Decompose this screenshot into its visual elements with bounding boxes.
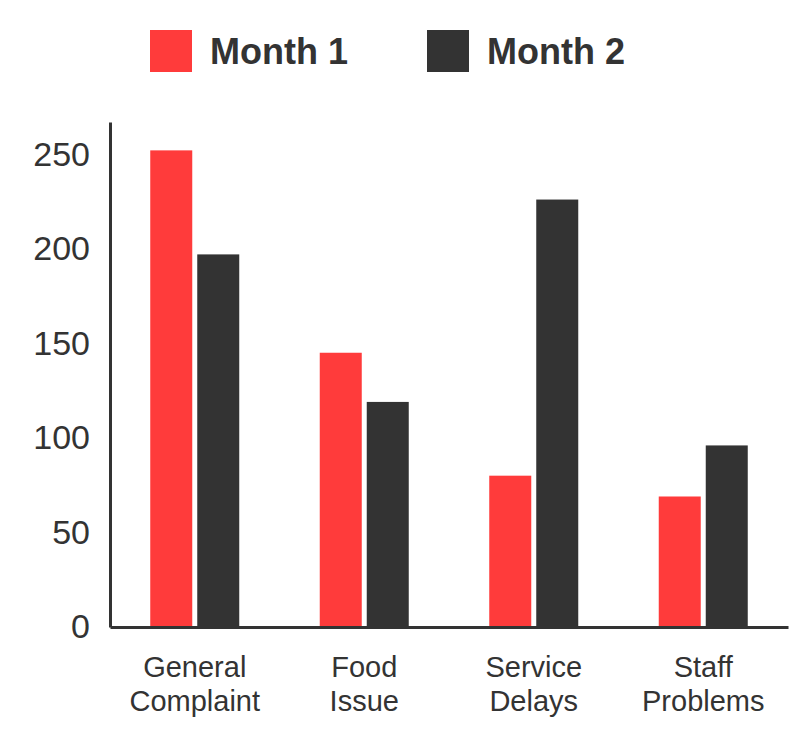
bar bbox=[706, 445, 748, 627]
x-axis-line bbox=[111, 626, 789, 629]
x-tick-label: GeneralComplaint bbox=[129, 651, 260, 717]
legend-swatch bbox=[150, 30, 192, 72]
bar bbox=[536, 200, 578, 627]
bar bbox=[197, 254, 239, 627]
x-tick-label: FoodIssue bbox=[330, 651, 399, 717]
x-tick-label-line: General bbox=[143, 651, 246, 683]
x-tick-label-line: Staff bbox=[674, 651, 734, 683]
bars bbox=[150, 150, 748, 627]
y-tick-label: 100 bbox=[33, 418, 90, 456]
x-tick-label-line: Food bbox=[331, 651, 397, 683]
x-tick: FoodIssue bbox=[330, 627, 399, 717]
y-axis: 0 50 100 150 200 250 bbox=[33, 123, 110, 646]
y-tick-label: 0 bbox=[71, 607, 90, 645]
chart: 0 50 100 150 200 250 GeneralComplaint FoodIssue… bbox=[0, 0, 800, 750]
x-axis: GeneralComplaint FoodIssue ServiceDelays St… bbox=[111, 627, 789, 717]
plot: 0 50 100 150 200 250 GeneralComplaint FoodIssue… bbox=[33, 123, 788, 718]
y-tick: 250 bbox=[33, 135, 110, 173]
legend-swatch bbox=[427, 30, 469, 72]
y-tick-label: 200 bbox=[33, 229, 90, 267]
bar bbox=[150, 150, 192, 627]
x-tick-label-line: Service bbox=[485, 651, 582, 683]
y-tick-label: 150 bbox=[33, 324, 90, 362]
x-tick-label-line: Complaint bbox=[129, 685, 260, 717]
y-tick: 50 bbox=[52, 513, 110, 551]
bar bbox=[320, 353, 362, 627]
legend-label: Month 2 bbox=[487, 31, 625, 72]
x-tick: ServiceDelays bbox=[485, 627, 582, 717]
bar bbox=[489, 476, 531, 627]
bar bbox=[367, 402, 409, 627]
x-tick: GeneralComplaint bbox=[129, 627, 260, 717]
y-axis-line bbox=[109, 123, 112, 628]
x-tick-label-line: Delays bbox=[489, 685, 578, 717]
legend-label: Month 1 bbox=[210, 31, 348, 72]
x-tick-label: ServiceDelays bbox=[485, 651, 582, 717]
x-tick-label-line: Problems bbox=[642, 685, 765, 717]
legend: Month 1 Month 2 bbox=[150, 30, 625, 72]
x-tick-label: StaffProblems bbox=[642, 651, 765, 717]
y-tick-label: 50 bbox=[52, 513, 90, 551]
x-tick: StaffProblems bbox=[642, 627, 765, 717]
y-tick-label: 250 bbox=[33, 135, 90, 173]
y-tick: 200 bbox=[33, 229, 110, 267]
y-tick: 100 bbox=[33, 418, 110, 456]
y-tick: 150 bbox=[33, 324, 110, 362]
bar bbox=[659, 496, 701, 627]
y-tick: 0 bbox=[71, 607, 110, 645]
x-tick-label-line: Issue bbox=[330, 685, 399, 717]
